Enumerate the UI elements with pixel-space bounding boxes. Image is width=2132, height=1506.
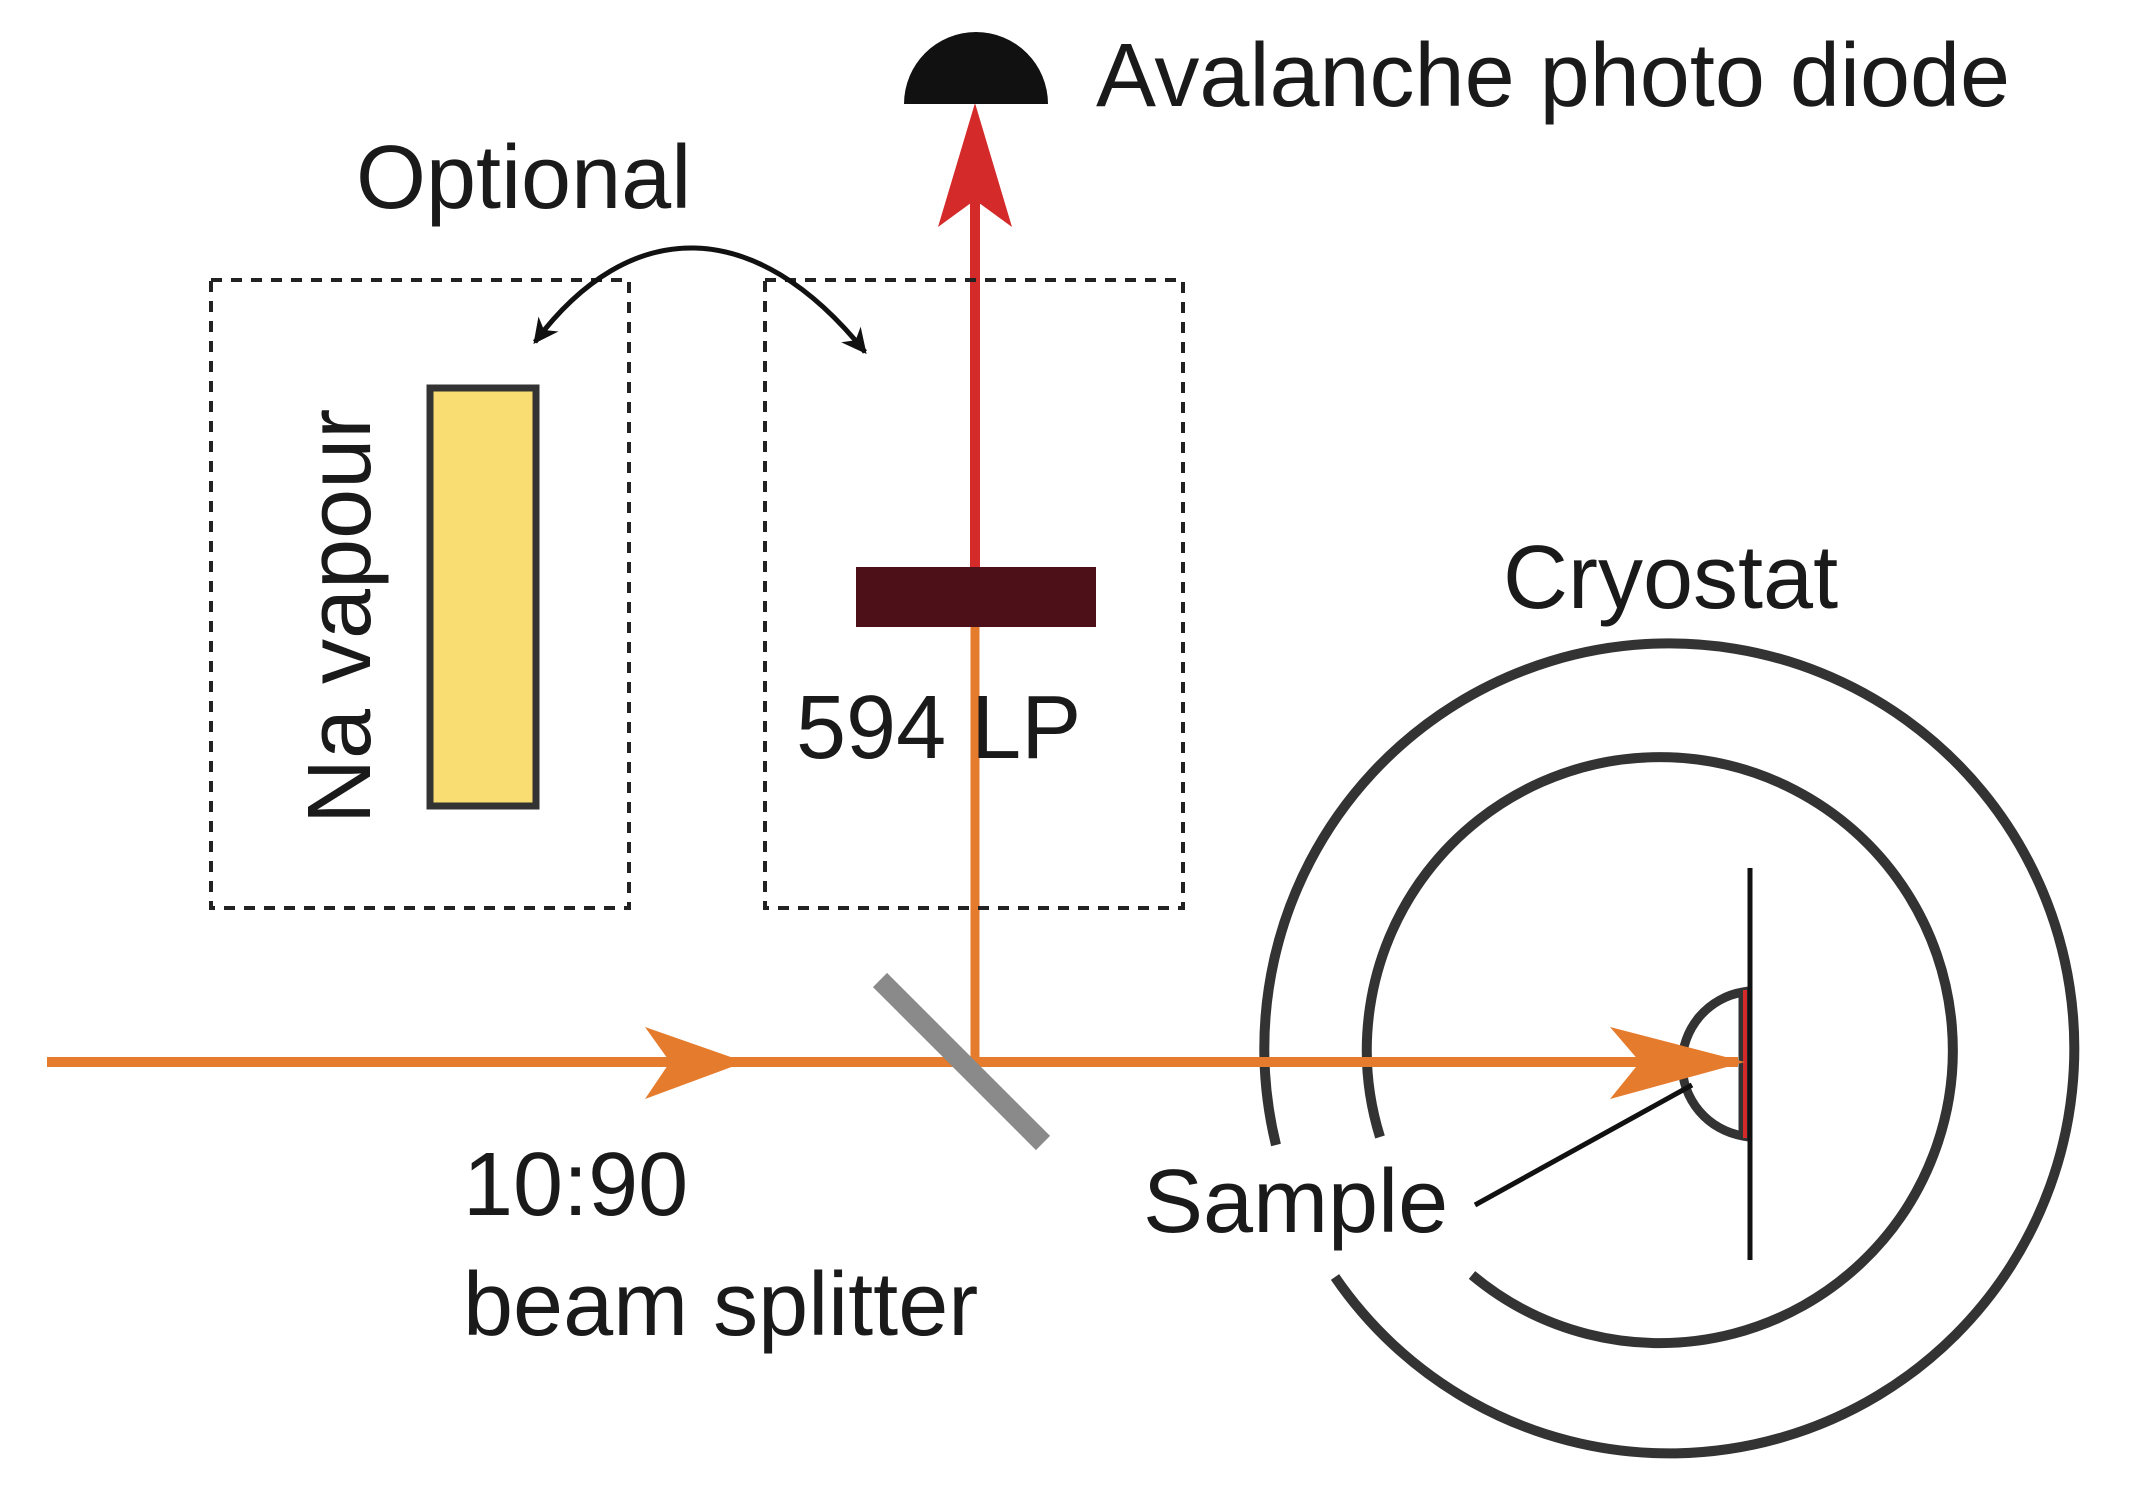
sample-pointer — [1473, 1082, 1694, 1208]
cryostat-label: Cryostat — [1503, 528, 1838, 628]
detector-label: Avalanche photo diode — [1096, 26, 2010, 126]
beam-splitter — [872, 972, 1051, 1151]
na-vapour-cell — [426, 384, 540, 810]
long-pass-filter — [856, 567, 1096, 627]
swap-arrow — [532, 245, 867, 354]
cryostat-inner-ring — [1361, 752, 1958, 1349]
avalanche-photodiode-icon — [904, 32, 1048, 104]
splitter-ratio-label: 10:90 — [463, 1135, 688, 1235]
sample-label: Sample — [1143, 1152, 1448, 1252]
excitation-beam-arrowhead-2 — [1610, 1027, 1745, 1099]
optional-box-na-vapour — [209, 278, 631, 910]
cryostat-outer-ring — [1259, 638, 2080, 1459]
excitation-beam-arrowhead-1 — [645, 1027, 745, 1099]
optional-label: Optional — [356, 128, 691, 228]
filtered-beam-arrowhead — [938, 103, 1012, 227]
optional-box-filter — [763, 278, 1185, 910]
na-vapour-label: Na vapour — [290, 409, 390, 824]
filter-label: 594 LP — [796, 678, 1081, 778]
splitter-name-label: beam splitter — [463, 1255, 978, 1355]
